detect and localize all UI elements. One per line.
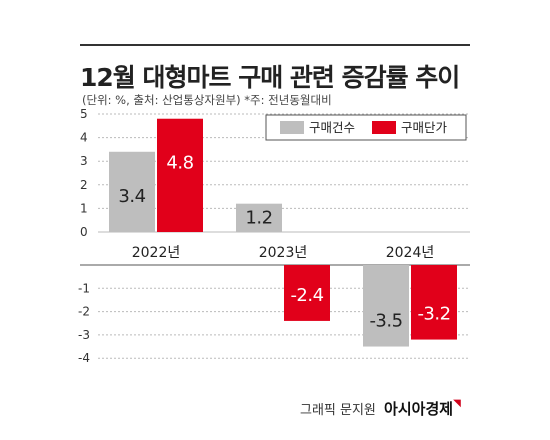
bar-구매건수-2022년	[109, 151, 155, 232]
x-tick-label: 2023년	[259, 245, 308, 261]
x-tick-label: 2024년	[386, 245, 435, 261]
legend-label: 구매건수	[309, 120, 355, 135]
bar-구매단가-2024년	[411, 265, 457, 340]
x-tick-label: 2022년	[132, 245, 181, 261]
top-rule	[80, 44, 470, 46]
bar-구매건수-2023년	[236, 203, 282, 232]
y-tick-label: 4	[80, 131, 88, 145]
y-tick-label: 0	[80, 225, 88, 239]
y-tick-label: -3	[78, 328, 90, 342]
data-label: -2.4	[290, 285, 323, 306]
y-tick-label: 3	[80, 154, 88, 168]
brand-logo-text: 아시아경제	[384, 400, 454, 418]
brand-mark-icon: ◥	[453, 398, 461, 409]
data-label: 3.4	[118, 186, 145, 207]
y-tick-label: 2	[80, 178, 88, 192]
credit-text: 그래픽 문지원	[300, 403, 376, 418]
y-tick-label: 1	[80, 201, 88, 215]
bar-구매건수-2024년	[363, 265, 409, 347]
bars	[109, 118, 457, 347]
y-tick-label: -4	[78, 351, 90, 365]
data-label: 1.2	[245, 208, 272, 229]
bar-구매단가-2022년	[157, 118, 203, 232]
legend: 구매건수 구매단가	[265, 114, 467, 141]
chart-subtitle: (단위: %, 출처: 산업통상자원부) *주: 전년동월대비	[82, 93, 332, 107]
data-label: -3.5	[369, 311, 402, 332]
data-labels: 3.4 4.8 1.2 -2.4 -3.5 -3.2	[118, 153, 451, 332]
legend-label: 구매단가	[401, 120, 448, 135]
legend-swatch	[280, 121, 304, 134]
y-tick-label: -2	[78, 305, 90, 319]
credit-line: 그래픽 문지원 아시아경제◥	[300, 398, 461, 419]
y-tick-label: 5	[80, 107, 88, 121]
bar-구매단가-2023년	[284, 265, 330, 321]
category-labels: 2022년 2023년 2024년	[132, 245, 435, 261]
data-label: 4.8	[166, 153, 193, 174]
data-label: -3.2	[417, 304, 450, 325]
legend-swatch	[372, 121, 396, 134]
chart-title: 12월 대형마트 구매 관련 증감률 추이	[80, 63, 460, 92]
y-tick-label: -1	[78, 281, 90, 295]
